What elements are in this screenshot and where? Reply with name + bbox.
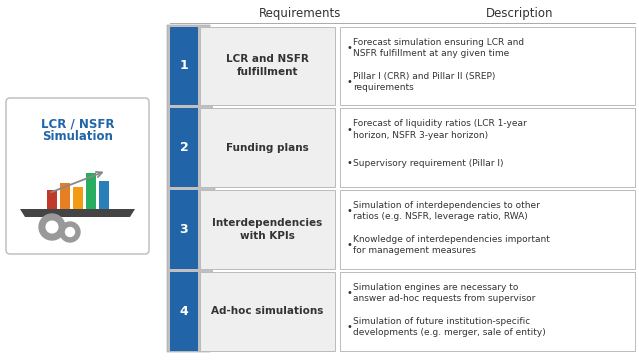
FancyBboxPatch shape — [170, 272, 198, 350]
FancyBboxPatch shape — [170, 108, 198, 187]
FancyBboxPatch shape — [86, 173, 95, 209]
Circle shape — [46, 221, 58, 233]
Text: •: • — [346, 240, 352, 250]
Text: •: • — [346, 77, 352, 87]
Text: LCR / NSFR: LCR / NSFR — [41, 118, 114, 130]
Text: Simulation of interdependencies to other
ratios (e.g. NSFR, leverage ratio, RWA): Simulation of interdependencies to other… — [353, 201, 540, 221]
FancyBboxPatch shape — [200, 108, 335, 187]
Text: 3: 3 — [180, 223, 189, 236]
Text: Supervisory requirement (Pillar I): Supervisory requirement (Pillar I) — [353, 159, 504, 168]
Text: 1: 1 — [180, 59, 189, 72]
FancyBboxPatch shape — [340, 190, 635, 269]
Text: •: • — [346, 322, 352, 332]
Text: •: • — [346, 125, 352, 135]
Polygon shape — [20, 209, 135, 217]
FancyBboxPatch shape — [170, 26, 198, 105]
FancyBboxPatch shape — [72, 188, 82, 209]
FancyBboxPatch shape — [200, 272, 335, 350]
Text: •: • — [346, 159, 352, 168]
Text: Simulation of future institution-specific
developments (e.g. merger, sale of ent: Simulation of future institution-specifi… — [353, 317, 546, 337]
Circle shape — [60, 222, 80, 242]
FancyBboxPatch shape — [200, 26, 335, 105]
FancyBboxPatch shape — [340, 26, 635, 105]
Text: Funding plans: Funding plans — [226, 143, 309, 153]
Text: Interdependencies
with KPIs: Interdependencies with KPIs — [212, 218, 323, 241]
Text: •: • — [346, 43, 352, 53]
Text: LCR and NSFR
fulfillment: LCR and NSFR fulfillment — [226, 54, 309, 77]
FancyBboxPatch shape — [6, 98, 149, 254]
Text: Knowledge of interdependencies important
for management measures: Knowledge of interdependencies important… — [353, 235, 550, 255]
FancyBboxPatch shape — [340, 272, 635, 350]
Text: •: • — [346, 206, 352, 216]
Text: Requirements: Requirements — [259, 8, 341, 21]
Text: 2: 2 — [180, 141, 189, 154]
FancyBboxPatch shape — [340, 108, 635, 187]
Text: Forecast of liquidity ratios (LCR 1-year
horizon, NSFR 3-year horizon): Forecast of liquidity ratios (LCR 1-year… — [353, 119, 527, 140]
Polygon shape — [167, 25, 215, 352]
FancyBboxPatch shape — [200, 190, 335, 269]
Text: Description: Description — [486, 8, 554, 21]
Text: Simulation engines are necessary to
answer ad-hoc requests from supervisor: Simulation engines are necessary to answ… — [353, 283, 535, 303]
Text: Simulation: Simulation — [42, 130, 113, 143]
Text: Pillar I (CRR) and Pillar II (SREP)
requirements: Pillar I (CRR) and Pillar II (SREP) requ… — [353, 72, 495, 92]
Text: 4: 4 — [180, 305, 189, 317]
Circle shape — [66, 227, 75, 236]
Text: •: • — [346, 288, 352, 298]
FancyBboxPatch shape — [59, 183, 70, 209]
Text: Ad-hoc simulations: Ad-hoc simulations — [212, 306, 324, 316]
FancyBboxPatch shape — [170, 190, 198, 269]
FancyBboxPatch shape — [47, 190, 56, 209]
FancyBboxPatch shape — [98, 181, 109, 209]
Circle shape — [39, 214, 65, 240]
Text: Forecast simulation ensuring LCR and
NSFR fulfillment at any given time: Forecast simulation ensuring LCR and NSF… — [353, 38, 524, 58]
